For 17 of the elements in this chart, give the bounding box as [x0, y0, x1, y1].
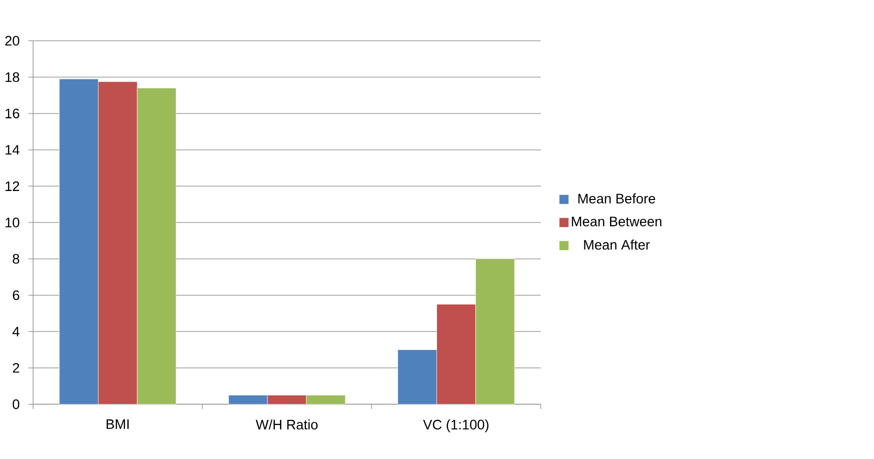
- legend-label: Mean Between: [572, 216, 662, 226]
- x-tick-label: VC (1:100): [423, 419, 488, 432]
- legend-label: Mean After: [584, 240, 650, 250]
- y-tick-label: 14: [6, 144, 20, 154]
- y-tick-label: 12: [6, 181, 20, 191]
- x-tick-label: BMI: [106, 419, 129, 429]
- y-tick-label: 6: [12, 290, 20, 300]
- y-tick-label: 20: [5, 36, 20, 46]
- y-tick-label: 18: [6, 72, 20, 82]
- y-tick-label: 10: [6, 218, 20, 228]
- y-tick-label: 8: [12, 254, 20, 264]
- y-tick-label: 0: [12, 399, 20, 409]
- y-tick-label: 2: [12, 362, 20, 373]
- y-tick-label: 16: [6, 108, 20, 118]
- legend-label: Mean Before: [578, 193, 656, 204]
- x-tick-label: W/H Ratio: [256, 419, 318, 430]
- y-tick-label: 4: [12, 326, 20, 336]
